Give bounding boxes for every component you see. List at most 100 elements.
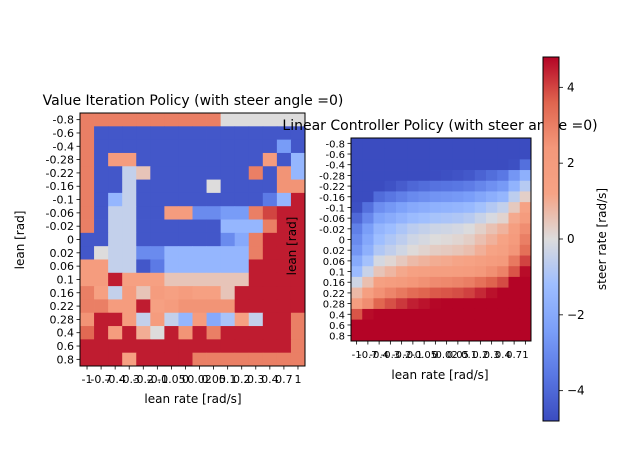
heatmap-cell: [234, 272, 250, 287]
heatmap-cell: [407, 159, 419, 171]
heatmap-cell: [508, 170, 521, 182]
heatmap-cell: [396, 191, 408, 203]
x-tick-label: 0.7: [506, 350, 522, 361]
heatmap-cell: [384, 330, 397, 342]
x-axis-label: lean rate [rad/s]: [144, 392, 241, 406]
y-tick-label: -0.16: [46, 180, 74, 193]
heatmap-cell: [441, 266, 453, 278]
heatmap-cell: [248, 312, 264, 327]
heatmap-cell: [164, 246, 179, 260]
heatmap-cell: [497, 159, 509, 171]
heatmap-cell: [463, 159, 476, 171]
heatmap-cell: [508, 180, 521, 192]
heatmap-cell: [150, 126, 165, 141]
heatmap-cell: [290, 206, 306, 220]
heatmap-cell: [262, 272, 278, 287]
heatmap-cell: [136, 192, 151, 207]
heatmap-cell: [248, 166, 264, 180]
heatmap-cell: [351, 191, 363, 203]
heatmap-cell: [497, 298, 509, 310]
heatmap-cell: [373, 266, 386, 278]
heatmap-cell: [150, 232, 165, 247]
y-axis-label: lean [rad]: [285, 217, 299, 276]
heatmap-cell: [474, 223, 487, 235]
heatmap-cell: [192, 326, 207, 340]
heatmap-cell: [122, 326, 137, 340]
y-tick-label: 0.28: [50, 313, 75, 326]
heatmap-cell: [122, 219, 137, 234]
x-tick-label: -0.4: [104, 373, 125, 386]
heatmap-cell: [178, 232, 193, 247]
heatmap-cell: [373, 244, 386, 256]
x-tick-label: -0.1: [147, 373, 168, 386]
heatmap-cell: [396, 180, 408, 192]
heatmap-cell: [276, 339, 292, 354]
heatmap-cell: [234, 139, 250, 154]
heatmap-cell: [497, 180, 509, 192]
linear-controller-chart: Linear Controller Policy (with steer ang…: [282, 118, 597, 382]
heatmap-cell: [373, 234, 386, 246]
heatmap-cell: [407, 330, 419, 342]
y-tick-label: 0.02: [50, 247, 75, 260]
heatmap-cell: [206, 126, 222, 141]
heatmap-cell: [80, 299, 95, 314]
heatmap-cell: [248, 139, 264, 154]
y-tick-label: 0.22: [50, 300, 75, 313]
heatmap-cell: [429, 266, 442, 278]
heatmap-cell: [122, 166, 137, 180]
heatmap-cell: [497, 287, 509, 299]
heatmap-cell: [463, 170, 476, 182]
heatmap-cell: [474, 191, 487, 203]
heatmap-cell: [396, 319, 408, 331]
heatmap-cell: [80, 339, 95, 354]
heatmap-cell: [290, 179, 306, 194]
heatmap-cell: [164, 113, 179, 127]
heatmap-cell: [373, 276, 386, 288]
heatmap-cell: [486, 159, 498, 171]
heatmap-cell: [452, 308, 464, 321]
heatmap-cell: [486, 148, 498, 160]
heatmap-cell: [418, 138, 431, 150]
heatmap-cell: [234, 286, 250, 300]
heatmap-cell: [276, 206, 292, 220]
heatmap-cell: [276, 113, 292, 127]
heatmap-cell: [429, 223, 442, 235]
heatmap-cell: [429, 244, 442, 256]
heatmap-cell: [108, 192, 123, 207]
heatmap-cell: [164, 259, 179, 274]
heatmap-cell: [441, 212, 453, 224]
heatmap-cell: [276, 259, 292, 274]
heatmap-cell: [220, 352, 236, 367]
heatmap-cell: [290, 113, 306, 127]
y-tick-label: -0.16: [319, 193, 345, 204]
heatmap-cell: [362, 170, 374, 182]
heatmap-cell: [290, 232, 306, 247]
heatmap-cell: [429, 319, 442, 331]
x-tick-label: 0: [432, 350, 438, 361]
heatmap-cell: [234, 152, 250, 167]
heatmap-cell: [373, 170, 386, 182]
heatmap-cell: [136, 126, 151, 141]
heatmap-cell: [122, 299, 137, 314]
heatmap-cell: [362, 202, 374, 214]
heatmap-cell: [362, 308, 374, 321]
heatmap-cell: [136, 179, 151, 194]
heatmap-cell: [519, 138, 532, 150]
heatmap-cell: [362, 276, 374, 288]
x-tick-label: 0.02: [187, 373, 212, 386]
heatmap-cell: [122, 272, 137, 287]
colorbar-tick-label: −2: [567, 308, 585, 322]
heatmap-cell: [80, 312, 95, 327]
colorbar-label: steer rate [rad/s]: [595, 188, 609, 290]
heatmap-cell: [150, 192, 165, 207]
heatmap-cell: [384, 223, 397, 235]
heatmap-cell: [150, 326, 165, 340]
heatmap-cell: [373, 330, 386, 342]
heatmap-cell: [486, 319, 498, 331]
heatmap-cell: [497, 138, 509, 150]
heatmap-cell: [178, 192, 193, 207]
heatmap-cell: [351, 276, 363, 288]
heatmap-cell: [122, 126, 137, 141]
heatmap-cell: [122, 113, 137, 127]
heatmap-cell: [384, 298, 397, 310]
